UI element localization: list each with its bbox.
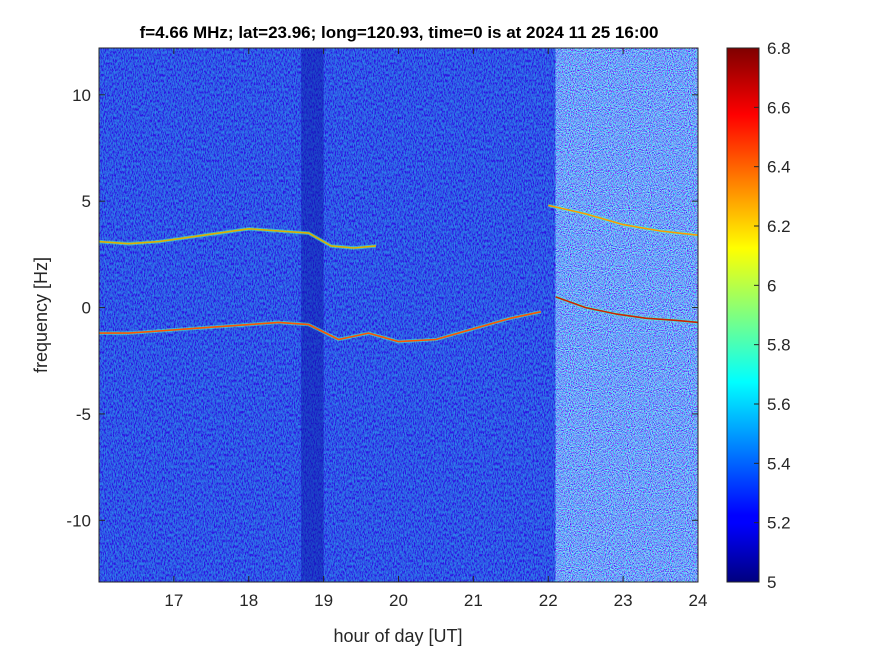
x-tick-label: 20 — [389, 591, 408, 610]
colorbar-tick-label: 6.4 — [767, 158, 791, 177]
signal-trace — [99, 311, 541, 343]
background-dark-band — [301, 48, 324, 582]
x-tick-label: 23 — [614, 591, 633, 610]
y-axis-ticks: 10 5 0 -5 -10 — [66, 86, 698, 530]
x-axis-label: hour of day [UT] — [333, 626, 462, 646]
y-tick-label: -5 — [76, 405, 91, 424]
colorbar-tick-label: 5.4 — [767, 454, 791, 473]
y-tick-label: -10 — [66, 511, 91, 530]
colorbar: 6.8 6.6 6.4 6.2 6 5.8 5.6 5.4 5.2 5 — [726, 39, 791, 592]
signal-trace — [548, 204, 698, 236]
signal-traces — [99, 203, 698, 344]
y-axis-label: frequency [Hz] — [31, 257, 51, 373]
x-tick-label: 21 — [464, 591, 483, 610]
colorbar-tick-label: 6.6 — [767, 98, 791, 117]
colorbar-tick-label: 5 — [767, 573, 776, 592]
x-tick-label: 18 — [239, 591, 258, 610]
signal-trace — [99, 228, 377, 249]
x-tick-label: 19 — [314, 591, 333, 610]
chart-title: f=4.66 MHz; lat=23.96; long=120.93, time… — [140, 23, 659, 42]
y-tick-label: 5 — [82, 192, 91, 211]
colorbar-tick-label: 5.2 — [767, 514, 791, 533]
background-left-noise — [99, 48, 556, 582]
plot-area: 17 18 19 20 21 22 23 24 10 5 0 -5 -10 — [66, 47, 707, 610]
x-tick-label: 24 — [689, 591, 708, 610]
x-tick-label: 22 — [539, 591, 558, 610]
x-axis-ticks: 17 18 19 20 21 22 23 24 — [164, 48, 707, 610]
y-tick-label: 10 — [72, 86, 91, 105]
colorbar-tick-label: 5.6 — [767, 395, 791, 414]
signal-trace — [555, 296, 698, 324]
colorbar-tick-label: 6 — [767, 276, 776, 295]
colorbar-tick-label: 6.2 — [767, 217, 791, 236]
colorbar-tick-label: 5.8 — [767, 336, 791, 355]
y-tick-label: 0 — [82, 299, 91, 318]
colorbar-ticks: 6.8 6.6 6.4 6.2 6 5.8 5.6 5.4 5.2 5 — [754, 39, 791, 592]
x-tick-label: 17 — [164, 591, 183, 610]
colorbar-tick-label: 6.8 — [767, 39, 791, 58]
colorbar-gradient — [726, 47, 760, 583]
